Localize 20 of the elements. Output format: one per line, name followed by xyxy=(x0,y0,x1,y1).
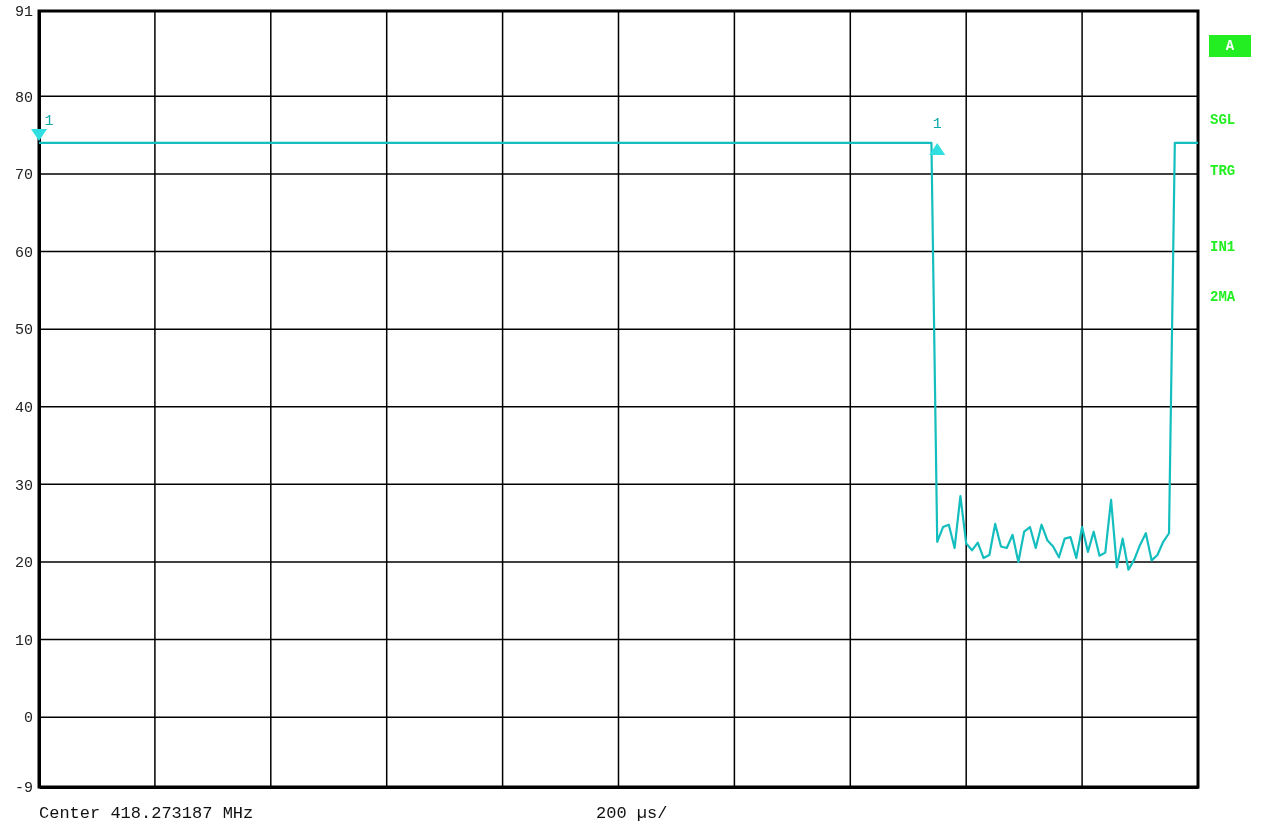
annotation: 1 xyxy=(44,112,54,130)
text: SGL xyxy=(1210,111,1236,128)
y-tick-label: 80 xyxy=(14,89,33,107)
y-tick-label: 0 xyxy=(23,710,33,728)
text: 200 µs/ xyxy=(596,804,668,823)
y-tick-label: 30 xyxy=(14,477,33,495)
text: IN1 xyxy=(1210,238,1236,255)
y-tick-label: -9 xyxy=(14,780,33,798)
y-tick-label: 40 xyxy=(14,400,33,418)
y-tick-label: 60 xyxy=(14,244,33,262)
text: A xyxy=(1225,37,1235,54)
y-tick-label: 10 xyxy=(14,632,33,650)
annotation: 1 xyxy=(932,115,942,133)
y-tick-label: 91 xyxy=(14,4,33,22)
y-tick-label: 70 xyxy=(14,167,33,185)
text: Center 418.273187 MHz xyxy=(39,804,254,823)
y-tick-label: 20 xyxy=(14,555,33,573)
y-tick-label: 50 xyxy=(14,322,33,340)
text: TRG xyxy=(1210,162,1236,179)
text: 2MA xyxy=(1210,288,1236,305)
